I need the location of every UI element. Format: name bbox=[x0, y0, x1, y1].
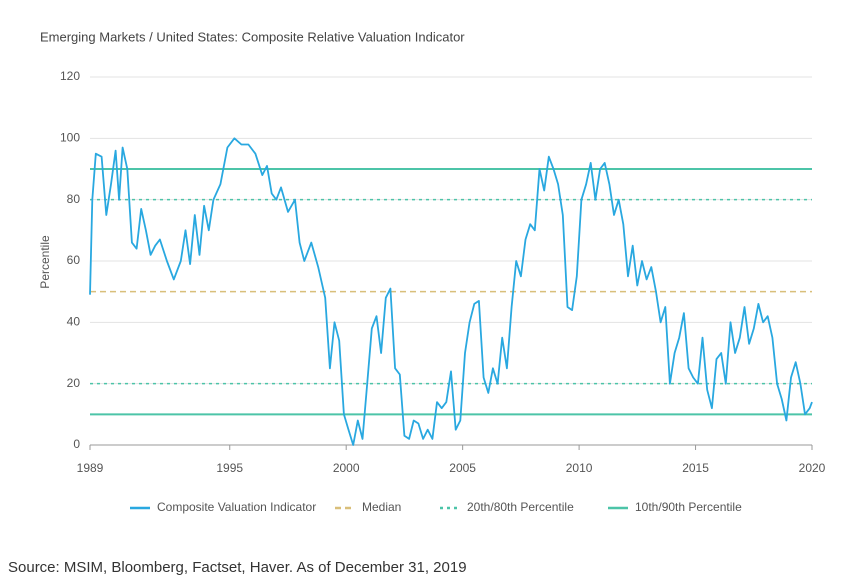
legend-label: Composite Valuation Indicator bbox=[157, 500, 316, 514]
x-tick-label: 2005 bbox=[449, 461, 476, 475]
y-tick-label: 100 bbox=[60, 131, 80, 145]
x-tick-label: 1989 bbox=[77, 461, 104, 475]
x-tick-label: 2020 bbox=[799, 461, 826, 475]
legend-label: 20th/80th Percentile bbox=[467, 500, 574, 514]
x-tick-label: 2010 bbox=[566, 461, 593, 475]
x-tick-label: 1995 bbox=[216, 461, 243, 475]
y-axis-label: Percentile bbox=[38, 235, 52, 289]
y-tick-label: 120 bbox=[60, 69, 80, 83]
source-note: Source: MSIM, Bloomberg, Factset, Haver.… bbox=[8, 559, 467, 576]
data-line bbox=[89, 137, 813, 446]
y-tick-label: 0 bbox=[73, 437, 80, 451]
legend-label: 10th/90th Percentile bbox=[635, 500, 742, 514]
y-tick-label: 80 bbox=[67, 192, 81, 206]
chart-title: Emerging Markets / United States: Compos… bbox=[40, 29, 465, 44]
y-tick-label: 20 bbox=[67, 376, 81, 390]
x-tick-label: 2015 bbox=[682, 461, 709, 475]
y-tick-label: 40 bbox=[67, 315, 81, 329]
legend-label: Median bbox=[362, 500, 401, 514]
x-tick-label: 2000 bbox=[333, 461, 360, 475]
y-tick-label: 60 bbox=[67, 253, 81, 267]
